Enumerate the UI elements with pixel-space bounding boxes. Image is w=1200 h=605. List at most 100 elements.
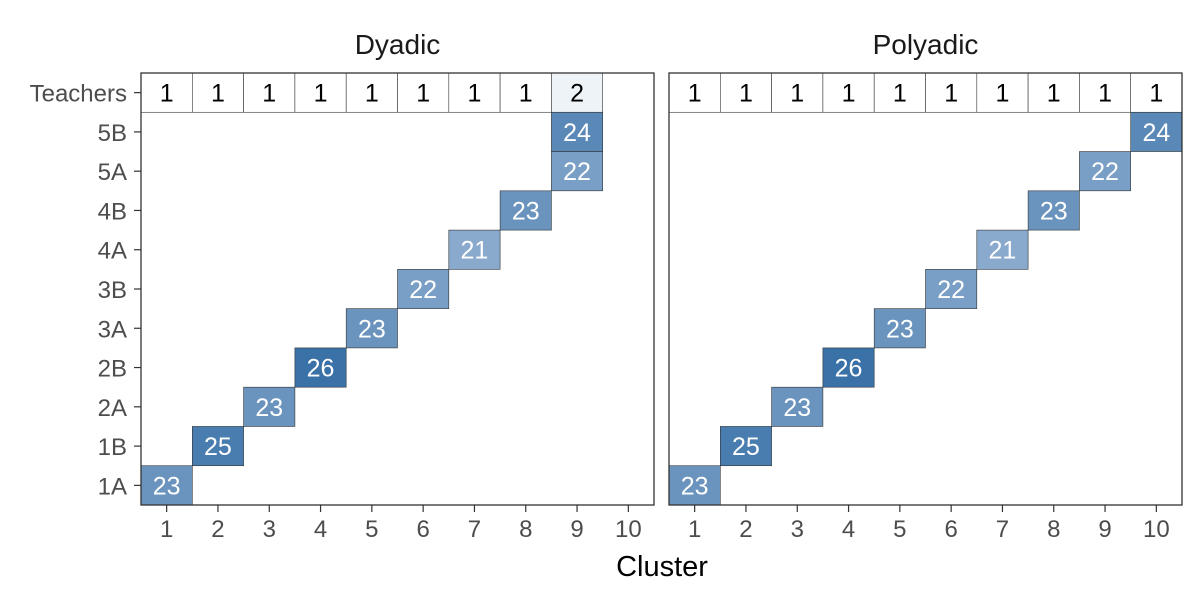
- dyadic-cell-label-1-1a: 23: [153, 472, 181, 500]
- polyadic-cell-label-2-1b: 25: [732, 433, 760, 461]
- polyadic-teacher-label-8: 1: [1047, 80, 1061, 108]
- dyadic-cell-label-3-2a: 23: [255, 394, 283, 422]
- y-tick-label-5b: 5B: [98, 120, 127, 147]
- polyadic-x-tick-label-10: 10: [1143, 516, 1170, 543]
- dyadic-x-tick-label-8: 8: [519, 516, 532, 543]
- polyadic-x-tick-label-6: 6: [944, 516, 957, 543]
- dyadic-x-tick-label-10: 10: [615, 516, 642, 543]
- y-tick-label-teachers: Teachers: [30, 81, 127, 108]
- x-axis-label: Cluster: [616, 551, 708, 583]
- dyadic-cell-7-4a: [448, 229, 501, 270]
- dyadic-teacher-label-6: 1: [416, 80, 430, 108]
- polyadic-cell-label-7-4a: 21: [989, 237, 1017, 265]
- dyadic-x-tick-label-5: 5: [365, 516, 378, 543]
- polyadic-x-tick-label-2: 2: [739, 516, 752, 543]
- polyadic-cell-label-10-5b: 24: [1142, 119, 1170, 147]
- dyadic-cell-label-9-5b: 24: [563, 119, 591, 147]
- dyadic-x-tick-label-9: 9: [570, 516, 583, 543]
- polyadic-teacher-label-6: 1: [944, 80, 958, 108]
- dyadic-teacher-cell-3: [243, 72, 296, 113]
- polyadic-cell-6-3b: [925, 269, 978, 309]
- polyadic-cell-10-5b: [1130, 111, 1183, 152]
- polyadic-teacher-cell-1: [668, 72, 721, 113]
- polyadic-cell-8-4b: [1027, 190, 1080, 231]
- dyadic-teacher-label-4: 1: [314, 80, 328, 108]
- dyadic-teacher-cell-4: [294, 72, 347, 113]
- y-tick-label-2b: 2B: [98, 356, 127, 383]
- dyadic-teacher-label-2: 1: [211, 80, 225, 108]
- polyadic-teacher-label-7: 1: [995, 80, 1009, 108]
- polyadic-cell-label-3-2a: 23: [783, 394, 811, 422]
- dyadic-x-tick-label-1: 1: [160, 516, 173, 543]
- dyadic-cell-9-5b: [551, 111, 604, 152]
- polyadic-teacher-label-9: 1: [1098, 80, 1112, 108]
- panel-border-dyadic: [140, 72, 655, 506]
- polyadic-teacher-cell-3: [771, 72, 824, 113]
- dyadic-cell-6-3b: [397, 269, 450, 309]
- dyadic-cell-1-1a: [140, 465, 193, 506]
- polyadic-teacher-label-4: 1: [842, 80, 856, 108]
- polyadic-cell-2-1b: [719, 426, 772, 467]
- polyadic-teacher-label-2: 1: [739, 80, 753, 108]
- polyadic-cell-7-4a: [976, 229, 1029, 270]
- dyadic-cell-label-8-4b: 23: [512, 197, 540, 225]
- panel-border-polyadic: [668, 72, 1183, 506]
- y-tick-label-4a: 4A: [98, 238, 127, 265]
- polyadic-cell-label-9-5a: 22: [1091, 158, 1119, 186]
- polyadic-teacher-cell-9: [1079, 72, 1132, 113]
- polyadic-x-tick-label-5: 5: [893, 516, 906, 543]
- y-tick-label-5a: 5A: [98, 159, 127, 186]
- dyadic-teacher-label-9: 2: [570, 80, 584, 108]
- polyadic-teacher-cell-4: [822, 72, 875, 113]
- dyadic-cell-label-9-5a: 22: [563, 158, 591, 186]
- dyadic-cell-4-2b: [294, 347, 347, 388]
- dyadic-x-tick-label-4: 4: [314, 516, 327, 543]
- dyadic-teacher-cell-1: [140, 72, 193, 113]
- dyadic-cell-2-1b: [192, 426, 244, 467]
- polyadic-cell-9-5a: [1079, 151, 1132, 192]
- polyadic-x-tick-label-3: 3: [791, 516, 804, 543]
- polyadic-teacher-label-1: 1: [688, 80, 702, 108]
- dyadic-cell-label-4-2b: 26: [307, 355, 335, 383]
- dyadic-cell-label-7-4a: 21: [461, 237, 489, 265]
- dyadic-teacher-cell-5: [345, 72, 398, 113]
- polyadic-teacher-cell-6: [925, 72, 978, 113]
- polyadic-cell-label-8-4b: 23: [1040, 197, 1068, 225]
- y-tick-label-3a: 3A: [98, 316, 127, 343]
- dyadic-teacher-label-8: 1: [519, 80, 533, 108]
- polyadic-teacher-cell-5: [873, 72, 926, 113]
- polyadic-teacher-label-10: 1: [1149, 80, 1163, 108]
- polyadic-cell-4-2b: [822, 347, 875, 388]
- y-tick-label-3b: 3B: [98, 277, 127, 304]
- polyadic-x-tick-label-1: 1: [688, 516, 701, 543]
- polyadic-x-tick-label-9: 9: [1098, 516, 1111, 543]
- polyadic-teacher-label-3: 1: [790, 80, 804, 108]
- dyadic-x-tick-label-6: 6: [416, 516, 429, 543]
- dyadic-x-tick-label-2: 2: [211, 516, 224, 543]
- dyadic-teacher-label-1: 1: [160, 80, 174, 108]
- polyadic-x-tick-label-8: 8: [1047, 516, 1060, 543]
- y-tick-label-1a: 1A: [98, 473, 127, 500]
- dyadic-cell-label-5-3a: 23: [358, 315, 386, 343]
- dyadic-cell-9-5a: [551, 151, 604, 192]
- panel-title-dyadic: Dyadic: [355, 29, 441, 60]
- polyadic-x-tick-label-7: 7: [996, 516, 1009, 543]
- dyadic-teacher-label-7: 1: [467, 80, 481, 108]
- polyadic-teacher-cell-7: [976, 72, 1029, 113]
- polyadic-x-tick-label-4: 4: [842, 516, 855, 543]
- dyadic-cell-3-2a: [243, 386, 296, 427]
- dyadic-cell-5-3a: [345, 308, 398, 349]
- dyadic-teacher-cell-2: [192, 72, 244, 113]
- dyadic-x-tick-label-3: 3: [263, 516, 276, 543]
- polyadic-cell-3-2a: [771, 386, 824, 427]
- dyadic-x-tick-label-7: 7: [468, 516, 481, 543]
- dyadic-teacher-cell-9: [551, 72, 604, 113]
- polyadic-teacher-label-5: 1: [893, 80, 907, 108]
- dyadic-teacher-label-3: 1: [262, 80, 276, 108]
- panel-title-polyadic: Polyadic: [873, 29, 979, 60]
- polyadic-cell-label-6-3b: 22: [937, 276, 965, 304]
- polyadic-cell-label-5-3a: 23: [886, 315, 914, 343]
- y-tick-label-4b: 4B: [98, 198, 127, 225]
- polyadic-cell-label-1-1a: 23: [681, 472, 709, 500]
